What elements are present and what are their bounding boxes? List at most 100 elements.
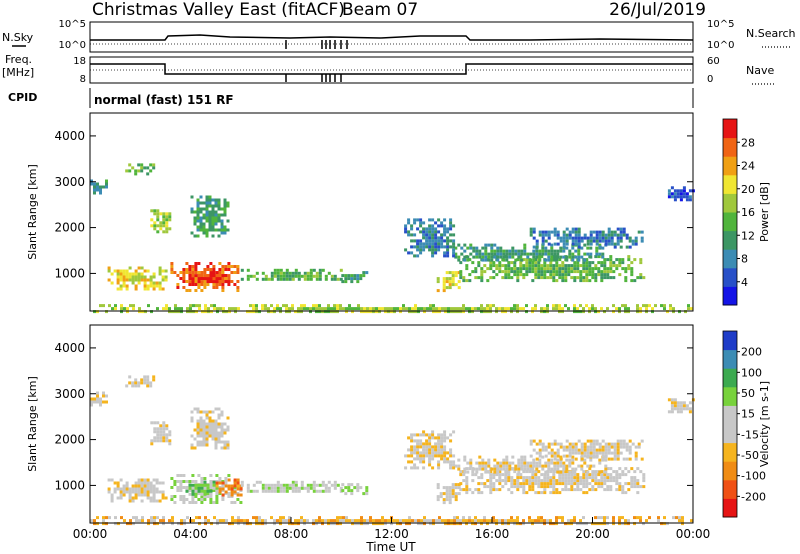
data-cell [114, 522, 117, 526]
data-cell [636, 485, 640, 489]
data-cell [576, 473, 580, 477]
data-cell [357, 307, 360, 311]
data-cell [102, 516, 105, 520]
data-cell [619, 442, 623, 446]
data-cell [505, 258, 509, 262]
data-cell [457, 255, 461, 259]
data-cell [559, 246, 563, 250]
data-cell [297, 307, 300, 311]
data-cell [570, 479, 574, 483]
data-cell [378, 522, 381, 526]
data-cell [568, 448, 572, 452]
data-cell [546, 264, 550, 268]
data-cell [318, 274, 322, 278]
data-cell [504, 273, 508, 277]
data-cell [226, 428, 230, 432]
data-cell [582, 473, 586, 477]
data-cell [128, 169, 132, 173]
data-cell [107, 478, 111, 482]
data-cell [449, 221, 453, 225]
data-cell [246, 489, 250, 493]
data-cell [582, 307, 585, 311]
data-cell [246, 277, 250, 281]
data-cell [577, 451, 581, 455]
data-cell [285, 268, 289, 272]
data-cell [511, 252, 515, 256]
data-cell [585, 476, 589, 480]
data-cell [501, 522, 504, 526]
data-cell [534, 273, 538, 277]
data-cell [562, 230, 566, 234]
data-cell [465, 479, 469, 483]
data-cell [140, 275, 144, 279]
data-cell [576, 476, 580, 480]
data-cell [600, 276, 604, 280]
data-cell [152, 496, 156, 500]
data-cell [218, 268, 222, 271]
data-cell [324, 277, 328, 281]
data-cell [618, 467, 622, 471]
data-cell [552, 491, 556, 495]
data-cell [534, 276, 538, 280]
data-cell [553, 461, 557, 465]
data-cell [318, 304, 321, 308]
data-cell [405, 519, 408, 523]
data-cell [205, 231, 209, 235]
data-cell [205, 213, 209, 217]
data-cell [531, 470, 535, 474]
data-cell [544, 470, 548, 474]
data-cell [303, 522, 306, 526]
data-cell [588, 261, 592, 265]
data-cell [529, 230, 533, 234]
data-cell [273, 268, 277, 272]
data-cell [186, 310, 189, 314]
data-cell [639, 276, 643, 280]
data-cell [676, 195, 680, 199]
data-cell [582, 470, 586, 474]
data-cell [360, 522, 363, 526]
data-cell [621, 470, 625, 474]
data-cell [261, 519, 264, 523]
data-cell [123, 307, 126, 311]
data-cell [200, 501, 204, 504]
data-cell [252, 274, 256, 278]
data-cell [462, 279, 466, 283]
data-cell [603, 261, 607, 265]
data-cell [215, 498, 219, 501]
data-cell [610, 230, 614, 234]
x-tick-label: 16:00 [475, 527, 510, 541]
data-cell [525, 261, 529, 265]
data-cell [156, 307, 159, 311]
data-cell [603, 519, 606, 523]
data-cell [449, 454, 453, 458]
data-cell [537, 491, 541, 495]
data-cell [457, 286, 461, 290]
data-cell [634, 445, 638, 449]
data-cell [546, 473, 550, 477]
data-cell [456, 310, 459, 314]
data-cell [140, 381, 144, 385]
data-cell [171, 310, 174, 314]
data-cell [221, 271, 225, 274]
data-cell [134, 493, 138, 497]
data-cell [102, 400, 105, 404]
data-cell [472, 255, 476, 259]
data-cell [604, 442, 608, 446]
data-cell [205, 204, 209, 208]
data-cell [206, 492, 210, 495]
data-cell [516, 519, 519, 523]
data-cell [410, 439, 414, 443]
data-cell [264, 274, 268, 278]
data-cell [613, 242, 617, 246]
data-cell [681, 522, 684, 526]
data-cell [431, 230, 435, 234]
data-cell [282, 277, 286, 281]
data-cell [562, 461, 566, 465]
data-cell [410, 454, 414, 458]
data-cell [297, 489, 301, 493]
data-cell [486, 522, 489, 526]
data-cell [628, 451, 632, 455]
data-cell [553, 255, 557, 259]
data-cell [413, 245, 417, 249]
data-cell [474, 488, 478, 492]
